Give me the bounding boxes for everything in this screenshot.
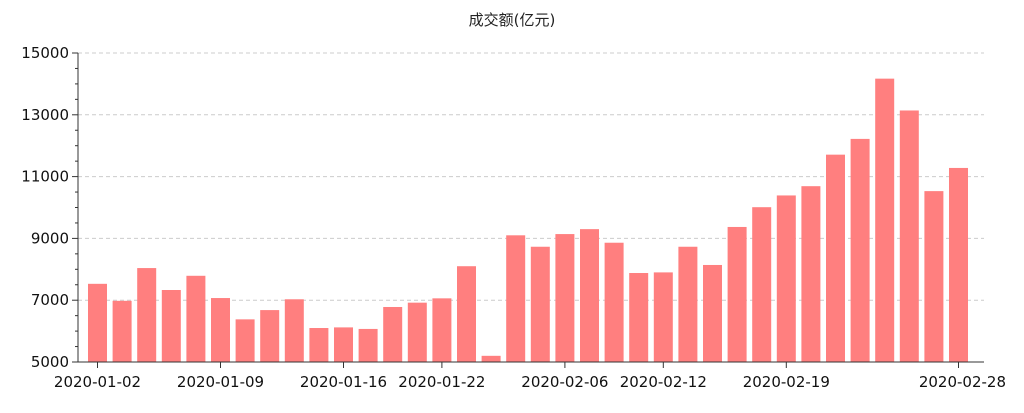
bar-2020-02-07 [580, 229, 599, 362]
bar-2020-02-19 [776, 195, 796, 362]
y-tick-label: 7000 [31, 291, 69, 309]
bar-2020-02-04 [506, 235, 526, 362]
bar-2020-02-05 [530, 246, 550, 362]
bar-2020-02-17 [727, 226, 747, 362]
bar-2020-02-06 [555, 234, 575, 362]
bar-2020-02-11 [629, 273, 649, 362]
bar-2020-01-02 [88, 283, 107, 362]
chart-title: 成交额(亿元) [468, 11, 556, 29]
y-tick-label: 13000 [21, 106, 69, 124]
y-tick-label: 15000 [21, 44, 69, 62]
bar-2020-01-16 [334, 327, 353, 362]
x-tick-label: 2020-01-22 [398, 373, 485, 391]
bar-2020-02-10 [604, 242, 624, 362]
x-tick-label: 2020-02-12 [620, 373, 707, 391]
x-tick-label: 2020-02-06 [521, 373, 608, 391]
bar-2020-01-08 [186, 275, 206, 362]
bar-2020-02-18 [752, 207, 772, 362]
bar-2020-02-13 [678, 246, 698, 362]
bar-2020-02-25 [875, 78, 895, 362]
bar-2020-01-09 [211, 298, 230, 362]
bar-2020-02-14 [703, 264, 722, 362]
bar-2020-01-20 [383, 306, 403, 362]
bar-2020-01-15 [309, 328, 329, 362]
y-tick-label: 5000 [31, 353, 69, 371]
x-tick-label: 2020-01-09 [177, 373, 264, 391]
bar-2020-01-07 [161, 290, 181, 362]
bar-2020-02-03 [481, 355, 501, 362]
bar-2020-02-27 [924, 191, 944, 362]
bar-2020-01-06 [137, 268, 157, 362]
bar-2020-01-14 [284, 299, 304, 362]
bar-2020-02-24 [850, 138, 870, 362]
x-axis: 2020-01-02 2020-01-09 2020-01-16 2020-01-22… [54, 361, 1006, 391]
bar-2020-01-21 [407, 302, 427, 362]
y-axis: 5000 7000 9000 11000 13000 15000 [21, 44, 79, 371]
x-tick-label: 2020-02-19 [743, 373, 830, 391]
bar-2020-02-12 [653, 272, 673, 362]
bar-2020-01-13 [260, 310, 280, 362]
bar-2020-02-28 [949, 167, 968, 362]
bar-2020-01-17 [358, 328, 378, 362]
bar-2020-01-23 [457, 266, 476, 362]
bars [88, 78, 968, 362]
bar-2020-01-10 [235, 319, 255, 362]
bar-2020-01-22 [432, 298, 452, 362]
y-tick-label: 11000 [21, 168, 69, 186]
bar-2020-02-21 [826, 154, 845, 362]
x-tick-label: 2020-01-02 [54, 373, 141, 391]
bar-2020-02-26 [899, 110, 919, 362]
x-tick-label: 2020-02-28 [919, 373, 1006, 391]
x-tick-label: 2020-01-16 [300, 373, 387, 391]
bar-2020-01-03 [112, 300, 132, 362]
bar-2020-02-20 [801, 186, 821, 362]
y-tick-label: 9000 [31, 229, 69, 247]
